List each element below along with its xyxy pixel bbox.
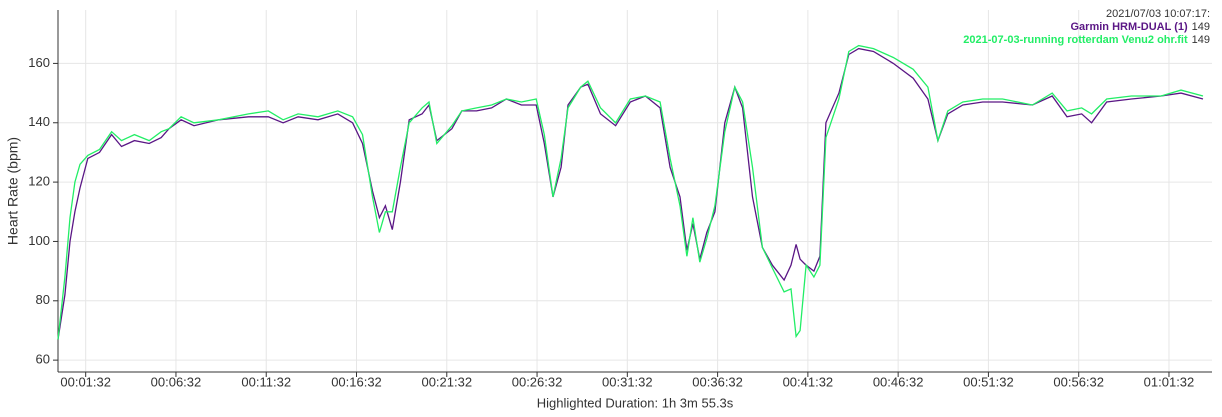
legend-entry: Garmin HRM-DUAL (1) 149	[1071, 21, 1211, 33]
y-axis-title: Heart Rate (bpm)	[5, 137, 21, 245]
legend-value: 149	[1192, 34, 1210, 46]
y-tick-label: 160	[28, 55, 50, 70]
x-tick-label: 00:36:32	[692, 374, 743, 389]
y-tick-label: 80	[36, 292, 50, 307]
y-tick-label: 140	[28, 114, 50, 129]
x-tick-label: 00:56:32	[1053, 374, 1104, 389]
legend-value: 149	[1192, 21, 1210, 33]
y-tick-label: 60	[36, 352, 50, 367]
x-axis-title: Highlighted Duration: 1h 3m 55.3s	[537, 395, 734, 410]
x-tick-label: 01:01:32	[1144, 374, 1195, 389]
x-tick-label: 00:21:32	[421, 374, 472, 389]
line-series	[57, 44, 1204, 340]
x-tick-label: 00:11:32	[241, 374, 291, 389]
x-tick-label: 00:46:32	[873, 374, 924, 389]
legend-entry: 2021-07-03-running rotterdam Venu2 ohr.f…	[963, 34, 1210, 46]
tooltip-time: 2021/07/03 10:07:17:	[1106, 8, 1210, 20]
legend-name: Garmin HRM-DUAL (1)	[1071, 21, 1188, 33]
x-tick-label: 00:26:32	[512, 374, 563, 389]
line-series	[57, 47, 1204, 340]
x-tick-label: 00:16:32	[331, 374, 382, 389]
x-tick-label: 00:06:32	[151, 374, 202, 389]
legend-name: 2021-07-03-running rotterdam Venu2 ohr.f…	[963, 34, 1188, 46]
x-tick-label: 00:01:32	[60, 374, 111, 389]
y-tick-label: 100	[28, 233, 50, 248]
y-tick-label: 120	[28, 174, 50, 189]
x-tick-label: 00:51:32	[963, 374, 1014, 389]
x-tick-label: 00:31:32	[602, 374, 653, 389]
x-tick-label: 00:41:32	[783, 374, 834, 389]
